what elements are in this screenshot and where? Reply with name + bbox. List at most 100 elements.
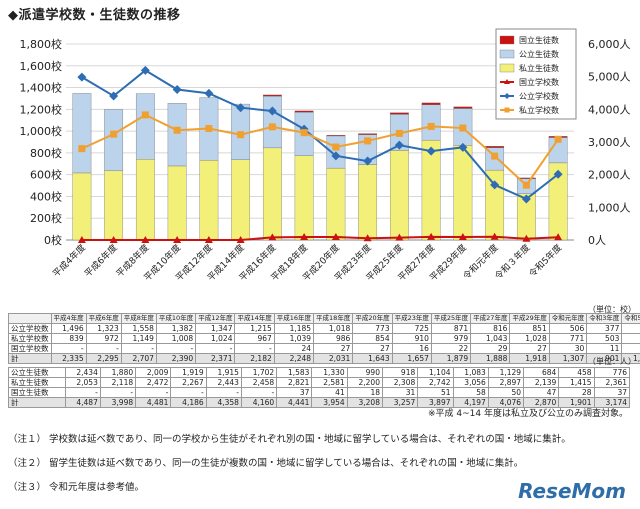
table-cell: 1,129 xyxy=(487,367,525,378)
data-point xyxy=(109,236,118,243)
table-cell: 1,496 xyxy=(50,323,87,334)
table-cell: 4,487 xyxy=(64,397,101,408)
table-row-label: 私立生徒数 xyxy=(8,377,66,388)
left-tick-label: 1,200校 xyxy=(20,102,63,116)
data-point xyxy=(395,129,403,137)
table-cell: 1,880 xyxy=(99,367,137,378)
table-cell: 967 xyxy=(234,333,275,344)
table-cell: 27 xyxy=(509,343,550,354)
right-tick-label: 1,000人 xyxy=(588,201,631,214)
table-cell: - xyxy=(205,387,242,398)
table-cell: 925 xyxy=(621,333,640,344)
right-tick-label: 5,000人 xyxy=(588,71,631,84)
table-cell: 2,390 xyxy=(155,353,197,364)
table-cell: 4,358 xyxy=(205,397,242,408)
table-cell: 771 xyxy=(548,333,588,344)
table-row-label: 国立生徒数 xyxy=(8,387,66,398)
data-point xyxy=(427,232,436,240)
note-2: （注２） 留学生徒数は延べ数であり、同一の生徒が複数の国・地域に留学している場合… xyxy=(8,458,524,469)
table-cell: 2,707 xyxy=(120,353,157,364)
table-cell: 725 xyxy=(391,323,432,334)
bar-segment xyxy=(326,167,346,241)
table-cell: - xyxy=(234,343,275,354)
table-cell: 1,583 xyxy=(276,367,313,378)
table-cell: 22 xyxy=(430,343,472,354)
table-cell: 2,118 xyxy=(99,377,137,388)
right-tick-label: 3,000人 xyxy=(588,136,631,149)
data-point xyxy=(491,152,499,160)
bar-segment xyxy=(421,104,441,141)
table-cell: 37 xyxy=(276,387,313,398)
table-header-cell: 平成12年度 xyxy=(195,313,236,324)
left-tick-label: 800校 xyxy=(30,146,62,160)
bar-segment xyxy=(358,133,378,135)
data-point xyxy=(364,137,372,145)
table-header-row: 平成4年度 平成6年度 平成8年度 平成10年度 平成12年度 平成14年度 平成16年度平… xyxy=(8,313,640,324)
table-header-cell: 平成27年度 xyxy=(470,313,511,324)
table-cell: 1,879 xyxy=(430,353,472,364)
table-cell: 1,043 xyxy=(470,333,511,344)
table-cell: 2,248 xyxy=(273,353,315,364)
legend-label: 国立学校数 xyxy=(519,77,559,87)
data-point xyxy=(172,85,182,95)
legend-swatch xyxy=(499,49,515,59)
table-cell: 918 xyxy=(381,367,419,378)
bar-segment xyxy=(262,95,282,149)
data-point xyxy=(459,124,467,132)
table-cell: 871 xyxy=(430,323,472,334)
table-cell: 30 xyxy=(548,343,588,354)
data-point xyxy=(554,135,562,143)
bar-segment xyxy=(485,146,505,148)
table-cell: 29 xyxy=(470,343,511,354)
table-cell: 3,208 xyxy=(346,397,383,408)
data-point xyxy=(268,233,277,241)
table-row: 公立生徒数 2,434 1,880 2,009 1,919 1,915 1,702 1,583… xyxy=(8,367,631,378)
series-line xyxy=(81,113,559,187)
bar-segment xyxy=(453,145,473,241)
table-cell: 2,742 xyxy=(417,377,454,388)
table-cell: - xyxy=(85,343,122,354)
table-cell: 28 xyxy=(558,387,595,398)
table-cell: 18 xyxy=(346,387,383,398)
table-cell: 1,347 xyxy=(195,323,236,334)
table-cell: 1,104 xyxy=(417,367,454,378)
table-cell: 1,702 xyxy=(240,367,278,378)
table-header-cell: 平成25年度 xyxy=(430,313,472,324)
table-cell: 1,888 xyxy=(470,353,511,364)
data-point xyxy=(77,72,87,82)
table-cell: - xyxy=(135,387,172,398)
table-cell: 901 xyxy=(586,353,623,364)
table-cell: 979 xyxy=(430,333,472,344)
table-cell: 2,443 xyxy=(205,377,242,388)
table-cell: 1,323 xyxy=(85,323,122,334)
table-cell: 2,295 xyxy=(85,353,122,364)
bar-segment xyxy=(453,106,473,109)
data-point xyxy=(173,126,181,134)
table-header-cell: 令和5年度 xyxy=(621,313,640,324)
table-header-cell: 平成6年度 xyxy=(85,313,122,324)
data-point xyxy=(236,236,245,243)
table-cell: 990 xyxy=(346,367,383,378)
table-cell: - xyxy=(50,343,87,354)
data-point xyxy=(267,106,277,116)
table-cell: 1,185 xyxy=(273,323,315,334)
table-cell: 3,998 xyxy=(99,397,137,408)
table-cell: 506 xyxy=(548,323,588,334)
resemom-logo: ReseMom xyxy=(518,479,626,503)
table-row-label: 計 xyxy=(8,397,66,408)
table-cell: 1,330 xyxy=(311,367,348,378)
left-tick-label: 1,400校 xyxy=(20,81,63,95)
bar-segment xyxy=(104,170,124,241)
table-cell: 4,160 xyxy=(240,397,278,408)
data-point xyxy=(268,123,276,131)
data-point xyxy=(427,122,435,130)
table-header-cell: 令和元年度 xyxy=(548,313,588,324)
table-cell: 2,821 xyxy=(276,377,313,388)
legend-label: 公立学校数 xyxy=(519,91,559,101)
table-cell: 776 xyxy=(593,367,631,378)
data-point xyxy=(331,151,341,161)
table-cell: 1,554 xyxy=(621,353,640,364)
table-cell: - xyxy=(170,387,207,398)
table-cell: 986 xyxy=(313,333,354,344)
bar-segment xyxy=(167,165,187,241)
